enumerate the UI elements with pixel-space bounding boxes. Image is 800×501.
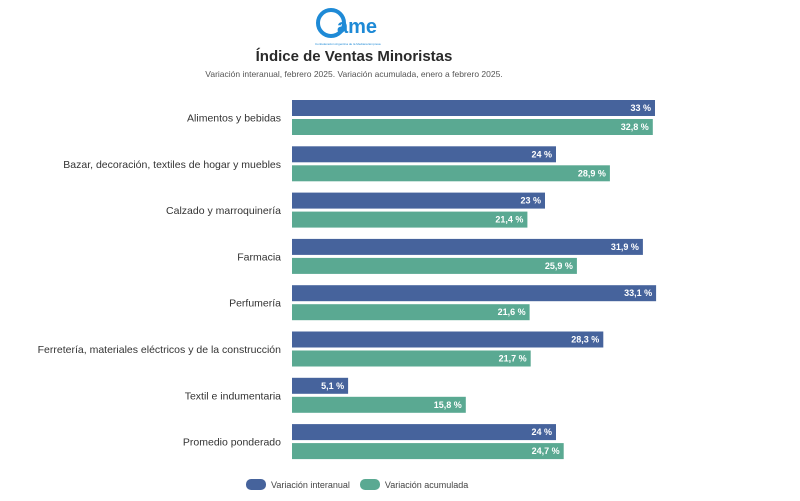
category-label: Calzado y marroquinería [166, 205, 281, 217]
legend-label: Variación interanual [271, 479, 350, 490]
data-label: 32,8 % [621, 122, 649, 132]
logo-text: ame [337, 16, 377, 38]
bar-variacion-acumulada [292, 396, 466, 413]
bar-variacion-interanual [292, 146, 556, 163]
category-label: Farmacia [237, 251, 281, 263]
bar-variacion-acumulada [292, 443, 564, 460]
bar-variacion-interanual [292, 192, 545, 209]
legend-item: Variación acumulada [359, 479, 469, 490]
chart-title: Índice de Ventas Minoristas [255, 48, 453, 65]
bar-variacion-interanual [292, 331, 604, 348]
data-label: 24 % [531, 427, 552, 437]
data-label: 28,9 % [578, 168, 606, 178]
data-label: 25,9 % [545, 261, 573, 271]
data-label: 24,7 % [532, 446, 560, 456]
data-label: 31,9 % [611, 242, 639, 252]
bar-variacion-interanual [292, 238, 643, 255]
data-label: 15,8 % [434, 400, 462, 410]
category-label: Textil e indumentaria [185, 390, 281, 402]
came-logo: ame Confederación Argentina de la Median… [315, 8, 381, 46]
bar-variacion-acumulada [292, 119, 653, 135]
data-label: 24 % [531, 149, 552, 159]
bar-variacion-acumulada [292, 304, 530, 321]
category-label: Ferretería, materiales eléctricos y de l… [38, 344, 282, 356]
bar-variacion-interanual [292, 377, 349, 394]
bar-variacion-acumulada [292, 211, 528, 228]
data-label: 33 % [630, 103, 651, 113]
bar-variacion-acumulada [292, 165, 610, 182]
legend-swatch [359, 479, 380, 490]
data-label: 5,1 % [321, 381, 344, 391]
bar-variacion-acumulada [292, 257, 577, 274]
bar-variacion-interanual [292, 285, 657, 302]
bar-variacion-interanual [292, 100, 655, 116]
logo-tagline: Confederación Argentina de la Mediana Em… [315, 42, 381, 46]
data-label: 21,6 % [498, 307, 526, 317]
category-label: Promedio ponderado [183, 437, 281, 449]
data-label: 23 % [520, 196, 541, 206]
data-label: 21,4 % [495, 215, 523, 225]
data-label: 28,3 % [571, 335, 599, 345]
category-label: Alimentos y bebidas [187, 113, 281, 125]
bar-chart: Alimentos y bebidas 33 % 32,8 % Bazar, deco… [38, 100, 657, 460]
bar-variacion-interanual [292, 424, 556, 441]
bar-variacion-acumulada [292, 350, 531, 367]
data-label: 21,7 % [499, 354, 527, 364]
legend-item: Variación interanual [246, 479, 350, 490]
legend-swatch [246, 479, 266, 490]
legend: Variación interanual Variación acumulada [246, 479, 478, 490]
data-label: 33,1 % [624, 288, 652, 298]
legend-label: Variación acumulada [384, 479, 469, 490]
category-label: Perfumería [229, 298, 281, 310]
chart-subtitle: Variación interanual, febrero 2025. Vari… [205, 69, 503, 79]
category-label: Bazar, decoración, textiles de hogar y m… [63, 159, 281, 171]
